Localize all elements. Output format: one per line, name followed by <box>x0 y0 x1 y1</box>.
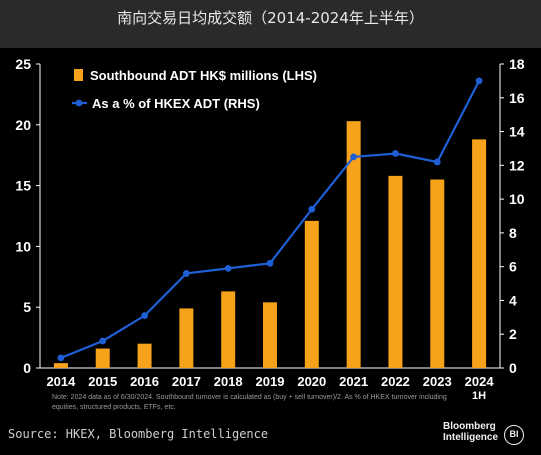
bar-2014 <box>53 363 68 368</box>
line-point-2024 <box>475 77 483 85</box>
line-point-2023 <box>433 158 441 166</box>
right-axis-tick-label: 14 <box>509 124 525 140</box>
bar-2015 <box>95 348 110 368</box>
brand-line-2: Intelligence <box>443 432 499 443</box>
x-tick-label: 2022 <box>381 374 410 389</box>
bar-2021 <box>346 121 361 368</box>
x-tick-sublabel: 1H <box>472 390 486 402</box>
right-axis-tick-label: 16 <box>509 90 525 106</box>
page-title: 南向交易日均成交额（2014-2024年上半年） <box>117 9 424 27</box>
left-axis-tick-label: 10 <box>15 238 31 254</box>
x-tick-label: 2015 <box>88 374 117 389</box>
x-tick-label: 2014 <box>46 374 76 389</box>
right-axis-tick-label: 18 <box>509 56 525 72</box>
x-tick-label: 2019 <box>256 374 285 389</box>
left-axis-tick-label: 5 <box>23 299 31 315</box>
brand-mark-icon: BI <box>504 425 524 445</box>
bar-2018 <box>221 291 236 368</box>
line-point-2022 <box>392 150 399 157</box>
legend-line-marker <box>75 99 83 107</box>
chart-panel <box>0 48 541 455</box>
x-tick-label: 2021 <box>339 374 368 389</box>
left-axis-tick-label: 20 <box>15 117 31 133</box>
right-axis-tick-label: 6 <box>509 259 517 275</box>
bar-2024 <box>472 139 487 368</box>
line-point-2018 <box>224 264 232 272</box>
right-axis-tick-label: 8 <box>509 225 517 241</box>
brand-logo: Bloomberg Intelligence <box>443 421 505 443</box>
line-point-2021 <box>350 153 358 161</box>
line-point-2015 <box>99 337 107 345</box>
line-point-2020 <box>308 205 316 213</box>
bar-2023 <box>430 179 445 368</box>
legend-bar-swatch <box>74 69 83 81</box>
left-axis-tick-label: 25 <box>15 56 31 72</box>
legend-bar-label: Southbound ADT HK$ millions (LHS) <box>90 68 317 83</box>
line-point-2017 <box>182 270 190 277</box>
left-axis-tick-label: 15 <box>15 178 31 194</box>
right-axis-tick-label: 12 <box>509 157 525 173</box>
right-axis-tick-label: 10 <box>509 191 525 207</box>
line-point-2014 <box>57 354 65 362</box>
x-tick-label: 2017 <box>172 374 201 389</box>
right-axis-tick-label: 4 <box>509 292 517 308</box>
x-tick-label: 2023 <box>423 374 452 389</box>
line-point-2016 <box>141 312 148 320</box>
x-tick-label: 2018 <box>214 374 243 389</box>
brand-line-1: Bloomberg <box>443 421 496 432</box>
bar-2017 <box>179 308 194 368</box>
bar-2016 <box>137 343 152 368</box>
chart-note: Note: 2024 data as of 6/30/2024. Southbo… <box>52 394 447 411</box>
bar-2019 <box>263 302 277 368</box>
bar-2020 <box>304 220 319 368</box>
bar-2022 <box>388 175 403 368</box>
right-axis-tick-label: 2 <box>509 326 517 342</box>
x-tick-label: 2020 <box>297 374 326 389</box>
right-axis-tick-label: 0 <box>509 360 517 376</box>
x-tick-label: 2024 <box>465 374 495 389</box>
left-axis-tick-label: 0 <box>23 360 31 376</box>
legend-line-label: As a % of HKEX ADT (RHS) <box>92 96 260 111</box>
line-point-2019 <box>266 259 274 267</box>
source-text: Source: HKEX, Bloomberg Intelligence <box>8 427 269 441</box>
x-tick-label: 2016 <box>130 374 159 389</box>
